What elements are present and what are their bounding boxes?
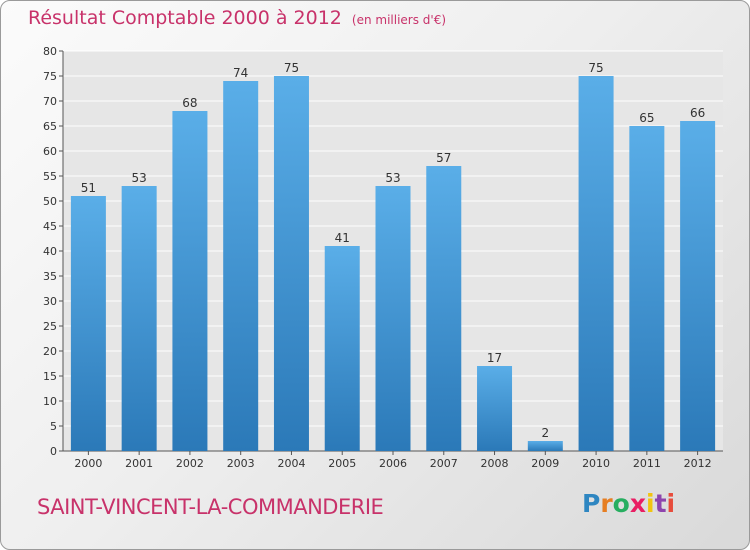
x-tick-label: 2006 [379,457,407,470]
y-tick-label: 50 [43,195,57,208]
bar-value-label: 53 [132,171,147,185]
bar [70,196,106,451]
x-tick-label: 2005 [328,457,356,470]
y-tick-label: 80 [43,45,57,58]
bar [426,166,462,451]
logo-letter: x [629,489,646,518]
bar [578,76,614,451]
x-tick-label: 2001 [125,457,153,470]
bar-value-label: 2 [541,426,549,440]
x-tick-label: 2000 [74,457,102,470]
bar-value-label: 17 [487,351,502,365]
bar-value-label: 51 [81,181,96,195]
x-tick-label: 2007 [430,457,458,470]
y-tick-label: 35 [43,270,57,283]
y-tick-label: 55 [43,170,57,183]
y-tick-label: 45 [43,220,57,233]
bar-value-label: 65 [639,111,654,125]
bar [223,81,259,451]
bar [324,246,360,451]
bar [629,126,665,451]
bar-value-label: 74 [233,66,248,80]
x-tick-label: 2011 [633,457,661,470]
bar-value-label: 75 [588,61,603,75]
y-tick-label: 20 [43,345,57,358]
chart-title: Résultat Comptable 2000 à 2012 (en millie… [28,7,446,29]
bar [121,186,157,451]
y-tick-label: 25 [43,320,57,333]
y-tick-label: 75 [43,70,57,83]
x-tick-label: 2009 [531,457,559,470]
proxiti-logo: Proxiti [582,489,675,518]
logo-letter: r [600,489,613,518]
x-tick-label: 2008 [481,457,509,470]
logo-letter: o [612,489,630,518]
logo-letter: i [646,489,655,518]
chart-title-text: Résultat Comptable 2000 à 2012 [28,7,342,29]
x-tick-label: 2002 [176,457,204,470]
bar [375,186,411,451]
commune-name: SAINT-VINCENT-LA-COMMANDERIE [37,495,384,519]
bar-value-label: 57 [436,151,451,165]
bar [680,121,716,451]
bar-value-label: 66 [690,106,705,120]
bar [527,441,563,451]
y-tick-label: 30 [43,295,57,308]
logo-letter: P [582,489,601,518]
y-tick-label: 10 [43,395,57,408]
bar-value-label: 41 [335,231,350,245]
x-tick-label: 2003 [227,457,255,470]
x-tick-label: 2004 [277,457,305,470]
bar-value-label: 53 [385,171,400,185]
bar [273,76,309,451]
chart-subtitle: (en milliers d'€) [351,13,447,27]
y-tick-label: 70 [43,95,57,108]
bar [172,111,208,451]
bar-value-label: 68 [182,96,197,110]
y-tick-label: 15 [43,370,57,383]
y-tick-label: 5 [50,420,57,433]
x-tick-label: 2012 [684,457,712,470]
bar-value-label: 75 [284,61,299,75]
y-tick-label: 40 [43,245,57,258]
y-tick-label: 65 [43,120,57,133]
logo-letter: t [654,489,667,518]
bar [477,366,513,451]
y-tick-label: 60 [43,145,57,158]
logo-letter: i [666,489,676,518]
x-tick-label: 2010 [582,457,610,470]
y-tick-label: 0 [50,445,57,458]
